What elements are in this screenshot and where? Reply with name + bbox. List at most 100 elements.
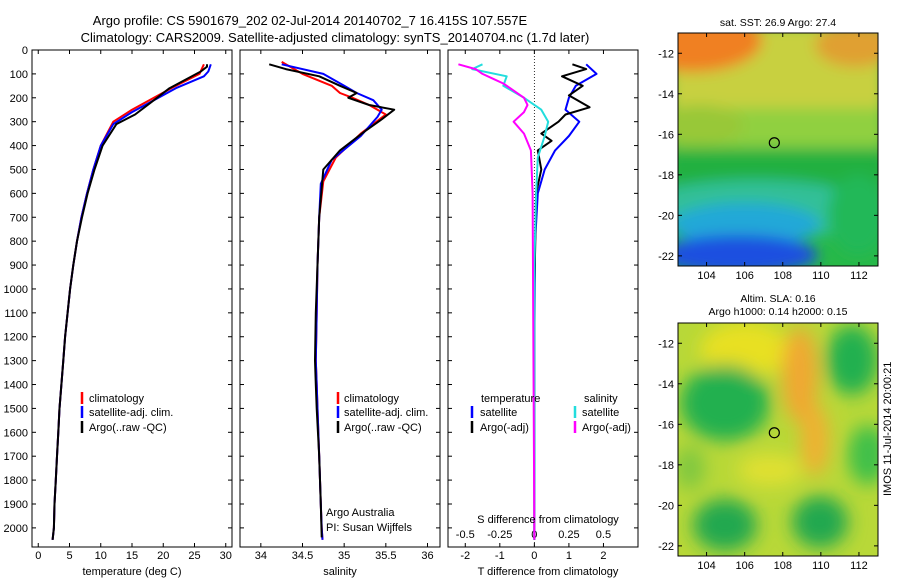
map-x-tick-label: 104	[697, 560, 715, 572]
temperature-panel: 0 5 10 15 20 25 300100200300400500600700800900…	[4, 45, 233, 578]
y-tick-label: 1700	[4, 451, 28, 463]
y-tick-label: 1000	[4, 284, 28, 296]
sla-low-south-west	[693, 499, 757, 551]
map-y-tick-label: -12	[658, 48, 674, 60]
difference-lines	[458, 63, 598, 540]
sla-map-subtitle: Argo h1000: 0.14 h2000: 0.15	[709, 306, 848, 318]
difference-legend: temperature salinity satellite Argo(-adj…	[470, 393, 631, 434]
y-tick-label: 200	[10, 93, 28, 105]
sst-warm-patch	[815, 33, 878, 67]
map-y-tick-label: -22	[658, 251, 674, 263]
sla-low-northeast	[826, 325, 878, 395]
y-tick-label: 700	[10, 212, 28, 224]
s-diff-tick-label: -0.25	[487, 529, 512, 541]
sst-green-left	[678, 105, 745, 145]
map-y-tick-label: -20	[658, 500, 674, 512]
salinity-xlabel: salinity	[323, 566, 357, 578]
sla-map-title: Altim. SLA: 0.16	[740, 293, 815, 305]
sla-low-southwest-corner	[678, 446, 705, 490]
sla-map-frame	[677, 322, 879, 557]
x-tick-label: 20	[157, 550, 169, 562]
map-y-tick-label: -14	[658, 379, 674, 391]
x-tick-label: 5	[66, 550, 72, 562]
map-y-tick-label: -18	[658, 460, 674, 472]
x-tick-label: 2	[600, 550, 606, 562]
x-tick-label: 36	[421, 550, 433, 562]
y-tick-label: 800	[10, 236, 28, 248]
sla-low-east	[848, 425, 878, 485]
map-x-tick-label: 106	[735, 270, 753, 282]
x-tick-label: 35.5	[375, 550, 396, 562]
sla-low-south-mid	[792, 496, 848, 548]
figure-title-line2: Climatology: CARS2009. Satellite-adjuste…	[81, 30, 590, 45]
sst-warm-core	[678, 33, 762, 72]
map-x-tick-label: 110	[812, 270, 830, 282]
map-y-tick-label: -16	[658, 419, 674, 431]
y-tick-label: 1900	[4, 499, 28, 511]
legend-label-argo: Argo(..raw -QC)	[344, 422, 422, 434]
map-y-tick-label: -16	[658, 129, 674, 141]
legend-label-t-argo: Argo(-adj)	[480, 422, 529, 434]
sla-low-west	[680, 365, 770, 441]
x-tick-label: 34.5	[292, 550, 313, 562]
sst-heatmap	[678, 33, 878, 266]
sla-high-south	[801, 404, 829, 476]
series-line-2	[268, 63, 396, 538]
legend-label-satellite: satellite-adj. clim.	[89, 407, 173, 419]
series-line-3	[458, 63, 536, 540]
t-difference-xlabel: T difference from climatology	[478, 566, 619, 578]
s-diff-tick-label: 0.25	[558, 529, 579, 541]
s-difference-label: S difference from climatology	[477, 514, 619, 526]
legend-label-climatology: climatology	[344, 393, 400, 405]
sst-argo-location-marker	[768, 137, 780, 149]
temperature-plot-frame	[31, 49, 233, 548]
y-tick-label: 1800	[4, 475, 28, 487]
sla-yellow-north	[700, 323, 790, 378]
temperature-legend: climatology satellite-adj. clim. Argo(..…	[80, 392, 173, 434]
map-x-tick-label: 106	[735, 560, 753, 572]
map-y-tick-label: -22	[658, 541, 674, 553]
x-tick-label: 25	[188, 550, 200, 562]
difference-plot-frame	[447, 49, 639, 548]
y-tick-label: 1100	[4, 308, 28, 320]
y-tick-label: 600	[10, 188, 28, 200]
figure-title-line1: Argo profile: CS 5901679_202 02-Jul-2014…	[93, 13, 528, 28]
x-tick-label: 34	[255, 550, 267, 562]
y-tick-label: 1200	[4, 332, 28, 344]
legend-label-s-satellite: satellite	[582, 407, 619, 419]
salinity-ticks: 34 34.5 35 35.5 36	[240, 49, 440, 562]
y-tick-label: 0	[22, 45, 28, 57]
sst-map-ticks: 104 106 108 110 112 -12 -14 -16 -18 -20 -22	[658, 33, 878, 282]
sst-map-panel: sat. SST: 26.9 Argo: 27.4 104 106 108 110 11…	[658, 17, 879, 282]
map-y-tick-label: -18	[658, 170, 674, 182]
y-tick-label: 500	[10, 164, 28, 176]
y-tick-label: 2000	[4, 523, 28, 535]
temperature-lines	[51, 63, 212, 540]
map-x-tick-label: 104	[697, 270, 715, 282]
y-tick-label: 1600	[4, 427, 28, 439]
series-line-1	[533, 63, 591, 540]
legend-header-temperature: temperature	[481, 393, 540, 405]
attribution-line1: Argo Australia	[326, 507, 395, 519]
s-diff-tick-label: 0.5	[596, 529, 611, 541]
sla-map-ticks: 104 106 108 110 112 -12 -14 -16 -18 -20 -22	[658, 323, 878, 572]
legend-label-satellite: satellite-adj. clim.	[344, 407, 428, 419]
x-tick-label: 15	[126, 550, 138, 562]
attribution-line2: PI: Susan Wijffels	[326, 522, 412, 534]
y-tick-label: 1400	[4, 380, 28, 392]
y-tick-label: 900	[10, 260, 28, 272]
y-tick-label: 300	[10, 117, 28, 129]
legend-label-s-argo: Argo(-adj)	[582, 422, 631, 434]
sst-map-title: sat. SST: 26.9 Argo: 27.4	[720, 17, 836, 29]
sla-field	[678, 323, 878, 551]
legend-label-climatology: climatology	[89, 393, 145, 405]
sla-yellow-south	[738, 454, 802, 486]
sla-high-north	[782, 327, 818, 423]
map-x-tick-label: 110	[812, 560, 830, 572]
sla-argo-location-marker	[768, 427, 780, 439]
sla-map-panel: Altim. SLA: 0.16 Argo h1000: 0.14 h2000:…	[658, 293, 879, 572]
series-line-2	[51, 64, 208, 540]
x-tick-label: 30	[220, 550, 232, 562]
sst-cold-core	[678, 235, 818, 266]
difference-panel: -2 -1 0 1 2-0.5 -0.25 0 0.25 0.5 temperature sal…	[447, 49, 639, 578]
